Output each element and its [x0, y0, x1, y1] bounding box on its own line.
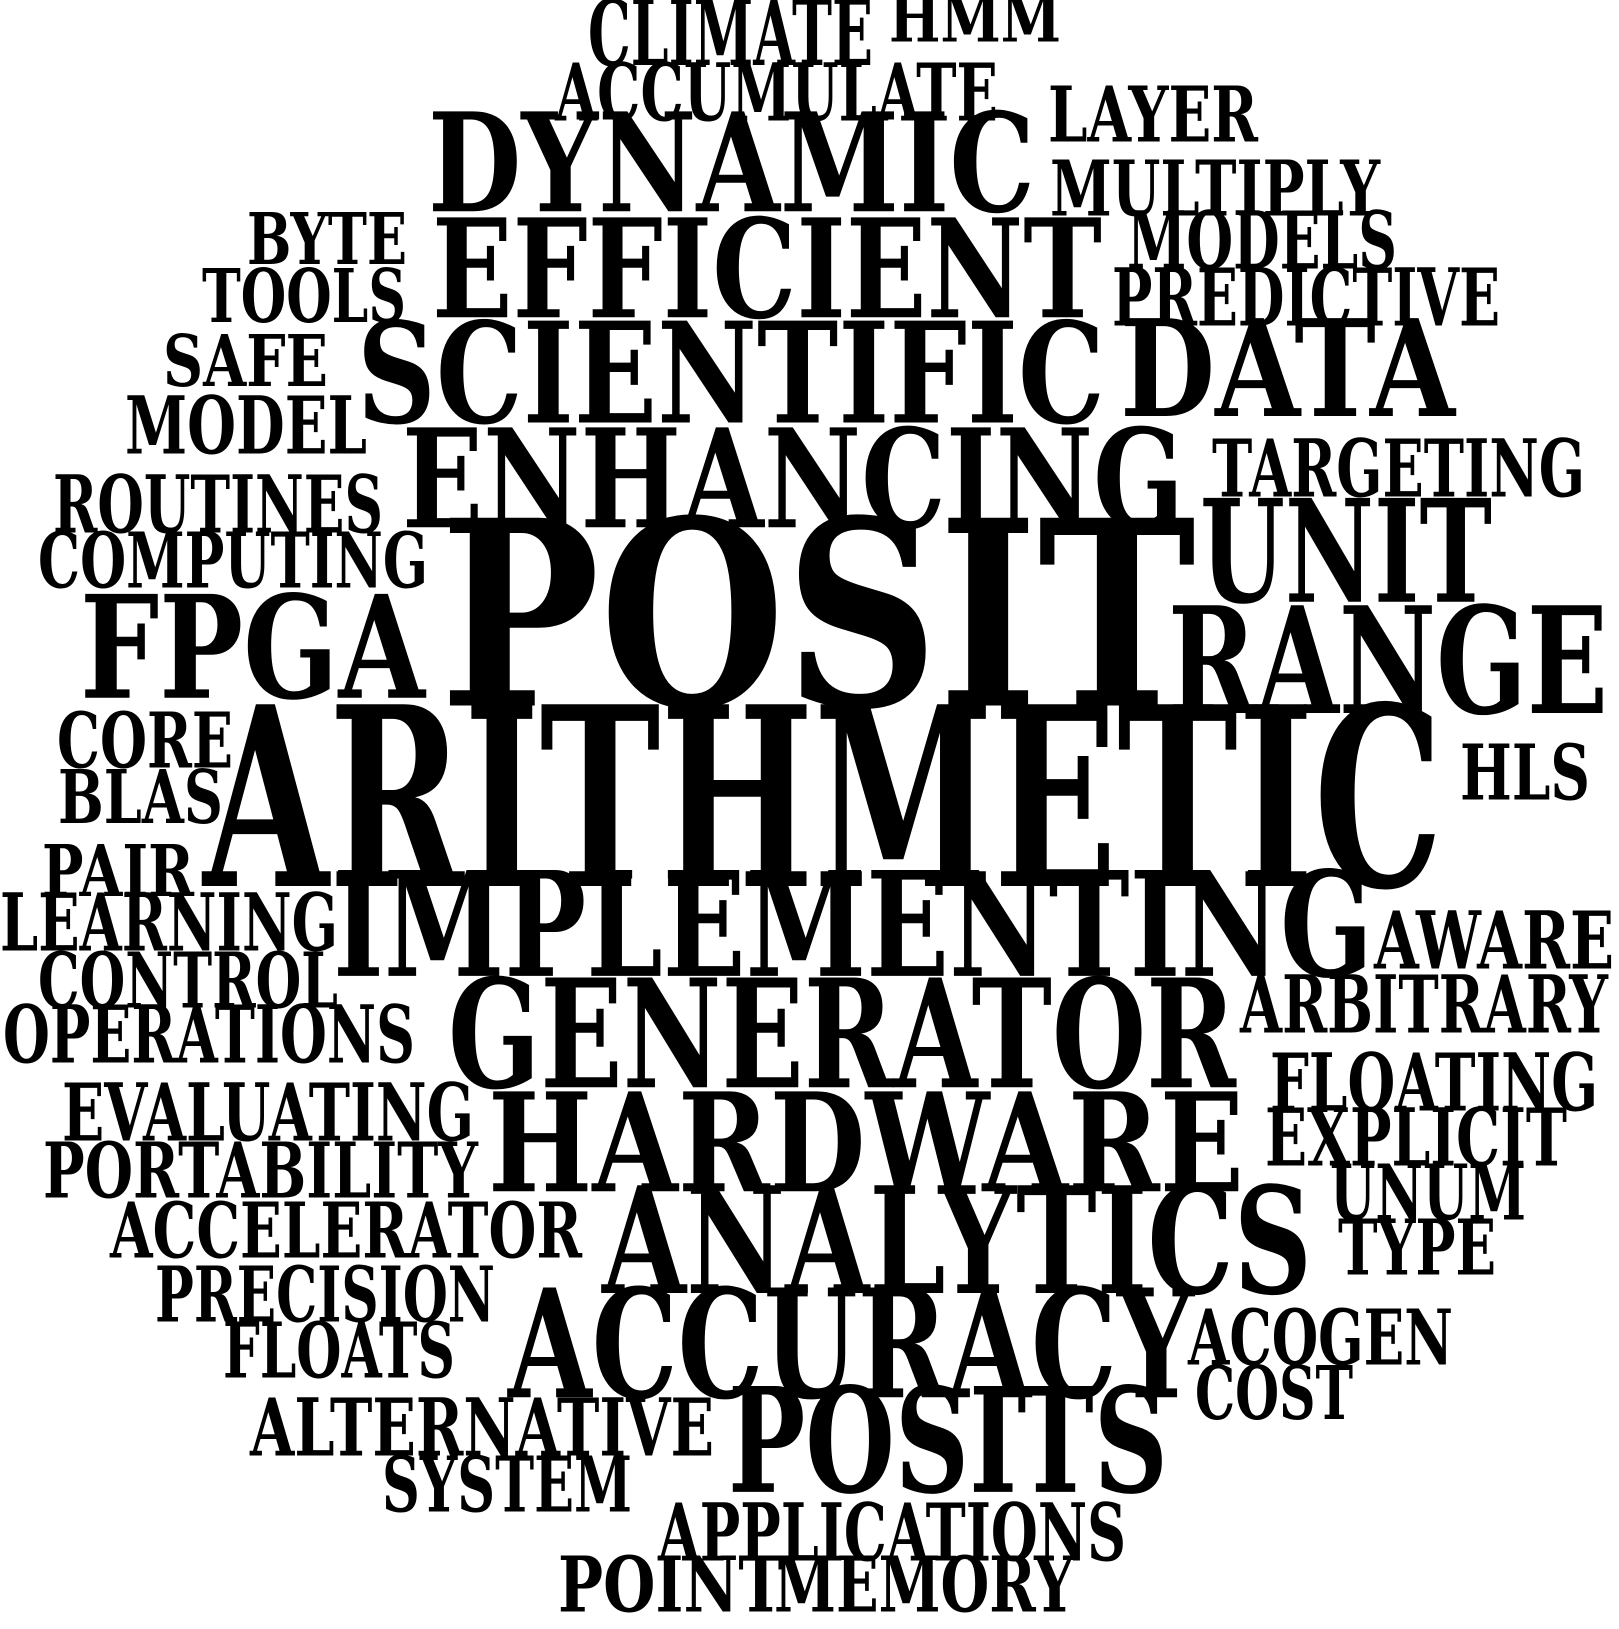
word-climate: CLIMATE: [588, 0, 873, 87]
word-floats: FLOATS: [223, 1305, 455, 1396]
word-dynamic: DYNAMIC: [428, 82, 1036, 244]
word-routines: ROUTINES: [53, 458, 384, 552]
word-aware: AWARE: [1374, 894, 1614, 988]
word-core: CORE: [57, 695, 233, 786]
word-tools: TOOLS: [202, 253, 407, 341]
word-arbitrary: ARBITRARY: [1240, 958, 1608, 1052]
word-arithmetic: ARITHMETIC: [203, 652, 1443, 946]
word-point: POINT: [558, 1539, 783, 1629]
word-precision: PRECISION: [155, 1249, 496, 1340]
word-layer: LAYER: [1048, 69, 1258, 160]
word-accuracy: ACCURACY: [508, 1256, 1195, 1434]
word-blas: BLAS: [58, 754, 223, 842]
word-efficient: EFFICIENT: [432, 188, 1102, 350]
word-applications: APPLICATIONS: [658, 1486, 1127, 1580]
word-generator: GENERATOR: [448, 946, 1236, 1124]
word-unum: UNUM: [1330, 1147, 1526, 1238]
word-accelerator: ACCELERATOR: [110, 1185, 583, 1276]
word-hls: HLS: [1460, 727, 1591, 818]
word-pair: PAIR: [42, 828, 195, 914]
word-alternative: ALTERNATIVE: [250, 1381, 715, 1475]
word-evaluating: EVALUATING: [62, 1066, 475, 1160]
word-scientific: SCIENTIFIC: [357, 290, 1105, 456]
word-hmm: HMM: [889, 0, 1062, 58]
word-computing: COMPUTING: [38, 515, 428, 606]
word-cost: COST: [1195, 1350, 1354, 1438]
word-unit: UNIT: [1200, 469, 1492, 637]
word-model: MODEL: [125, 379, 367, 473]
word-system: SYSTEM: [382, 1439, 633, 1530]
word-targeting: TARGETING: [1212, 422, 1586, 516]
word-multiply: MULTIPLY: [1050, 143, 1381, 234]
word-memory: MEMORY: [774, 1539, 1075, 1629]
word-safe: SAFE: [163, 318, 329, 404]
word-enhancing: ENHANCING: [402, 398, 1185, 560]
word-operations: OPERATIONS: [3, 988, 415, 1082]
word-data: DATA: [1120, 290, 1456, 449]
word-analytics: ANALYTICS: [602, 1155, 1313, 1329]
word-portability: PORTABILITY: [43, 1125, 478, 1216]
word-fpga: FPGA: [80, 565, 426, 733]
word-explicit: EXPLICIT: [1265, 1091, 1568, 1185]
word-posit: POSIT: [440, 464, 1196, 767]
word-floating: FLOATING: [1270, 1036, 1599, 1130]
word-posits: POSITS: [728, 1355, 1168, 1527]
word-type: TYPE: [1338, 1202, 1497, 1293]
word-learning: LEARNING: [0, 876, 338, 970]
word-range: RANGE: [1168, 575, 1608, 749]
word-models: MODELS: [1127, 194, 1398, 288]
word-predictive: PREDICTIVE: [1112, 251, 1501, 345]
word-hardware: HARDWARE: [488, 1062, 1244, 1224]
word-acogen: ACOGEN: [1188, 1292, 1453, 1383]
word-accumulate: ACCUMULATE: [555, 46, 998, 140]
word-implementing: IMPLEMENTING: [333, 839, 1373, 1011]
word-control: CONTROL: [38, 935, 338, 1026]
word-byte: BYTE: [247, 196, 407, 282]
